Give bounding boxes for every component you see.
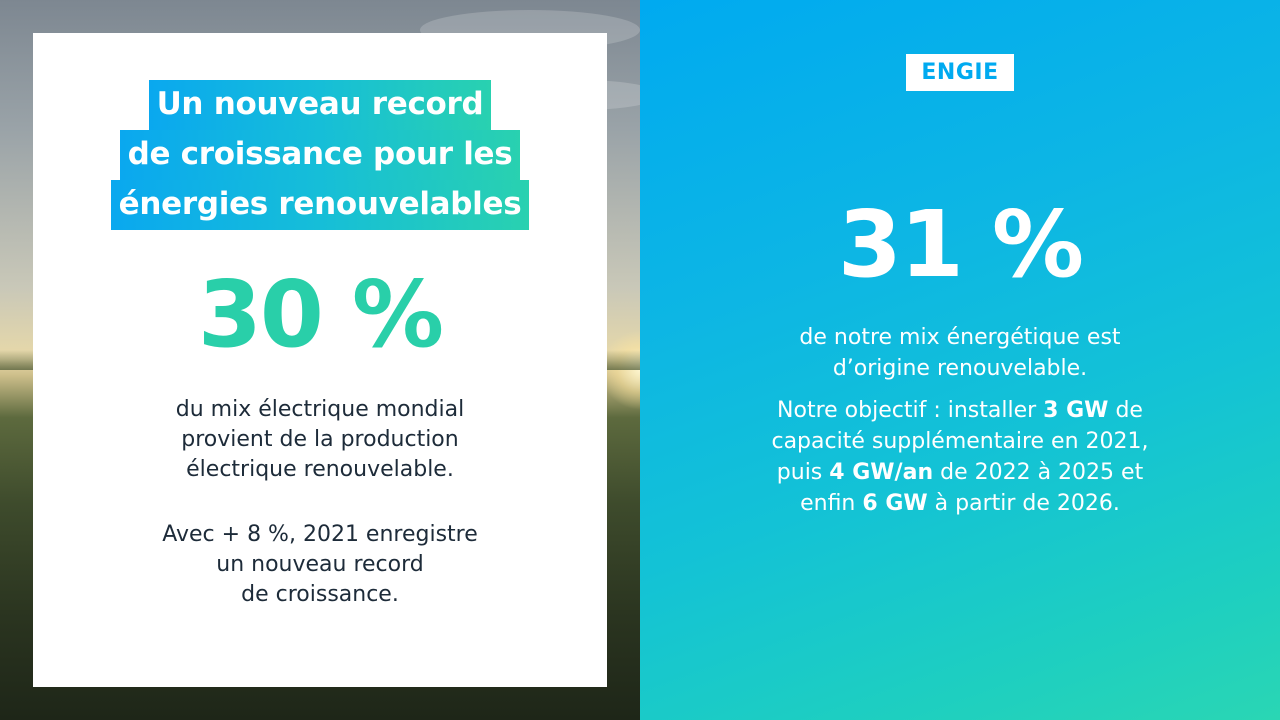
headline-line-3: énergies renouvelables [110, 180, 530, 230]
world-stat-description: du mix électrique mondial provient de la… [33, 395, 607, 485]
engie-panel: ENGIE 31 % de notre mix énergétique est … [640, 0, 1280, 720]
engie-objective: Notre objectif : installer 3 GW de capac… [640, 395, 1280, 519]
description-line: provient de la production [181, 427, 459, 452]
objective-line-3: puis 4 GW/an de 2022 à 2025 et [640, 457, 1280, 488]
objective-text: puis [776, 460, 830, 485]
engie-logo: ENGIE [906, 54, 1014, 91]
headline-line-1: Un nouveau record [148, 80, 492, 130]
growth-note: Avec + 8 %, 2021 enregistre un nouveau r… [33, 520, 607, 610]
objective-text: de [1108, 398, 1143, 423]
description-line: de notre mix énergétique est [799, 325, 1121, 350]
note-line: Avec + 8 %, 2021 enregistre [162, 522, 478, 547]
objective-line-4: enfin 6 GW à partir de 2026. [640, 488, 1280, 519]
objective-text: Notre objectif : installer [777, 398, 1044, 423]
description-line: du mix électrique mondial [175, 397, 465, 422]
objective-text: à partir de 2026. [927, 491, 1120, 516]
objective-line-1: Notre objectif : installer 3 GW de [640, 395, 1280, 426]
objective-highlight: 6 GW [862, 491, 928, 516]
landscape-photo-panel: Un nouveau record de croissance pour les… [0, 0, 640, 720]
info-card: Un nouveau record de croissance pour les… [33, 33, 607, 687]
headline-line-2: de croissance pour les [119, 130, 521, 180]
engie-stat-description: de notre mix énergétique est d’origine r… [640, 322, 1280, 384]
description-line: d’origine renouvelable. [832, 356, 1088, 381]
headline: Un nouveau record de croissance pour les… [33, 80, 607, 230]
logo-text: ENGIE [921, 60, 999, 85]
objective-text: enfin [800, 491, 863, 516]
objective-highlight: 3 GW [1043, 398, 1109, 423]
engie-renewable-share-stat: 31 % [837, 191, 1084, 298]
note-line: un nouveau record [216, 552, 424, 577]
description-line: électrique renouvelable. [186, 457, 454, 482]
objective-line-2: capacité supplémentaire en 2021, [771, 429, 1149, 454]
note-line: de croissance. [241, 582, 399, 607]
world-renewable-share-stat: 30 % [197, 261, 444, 368]
objective-text: de 2022 à 2025 et [933, 460, 1144, 485]
objective-highlight: 4 GW/an [829, 460, 934, 485]
